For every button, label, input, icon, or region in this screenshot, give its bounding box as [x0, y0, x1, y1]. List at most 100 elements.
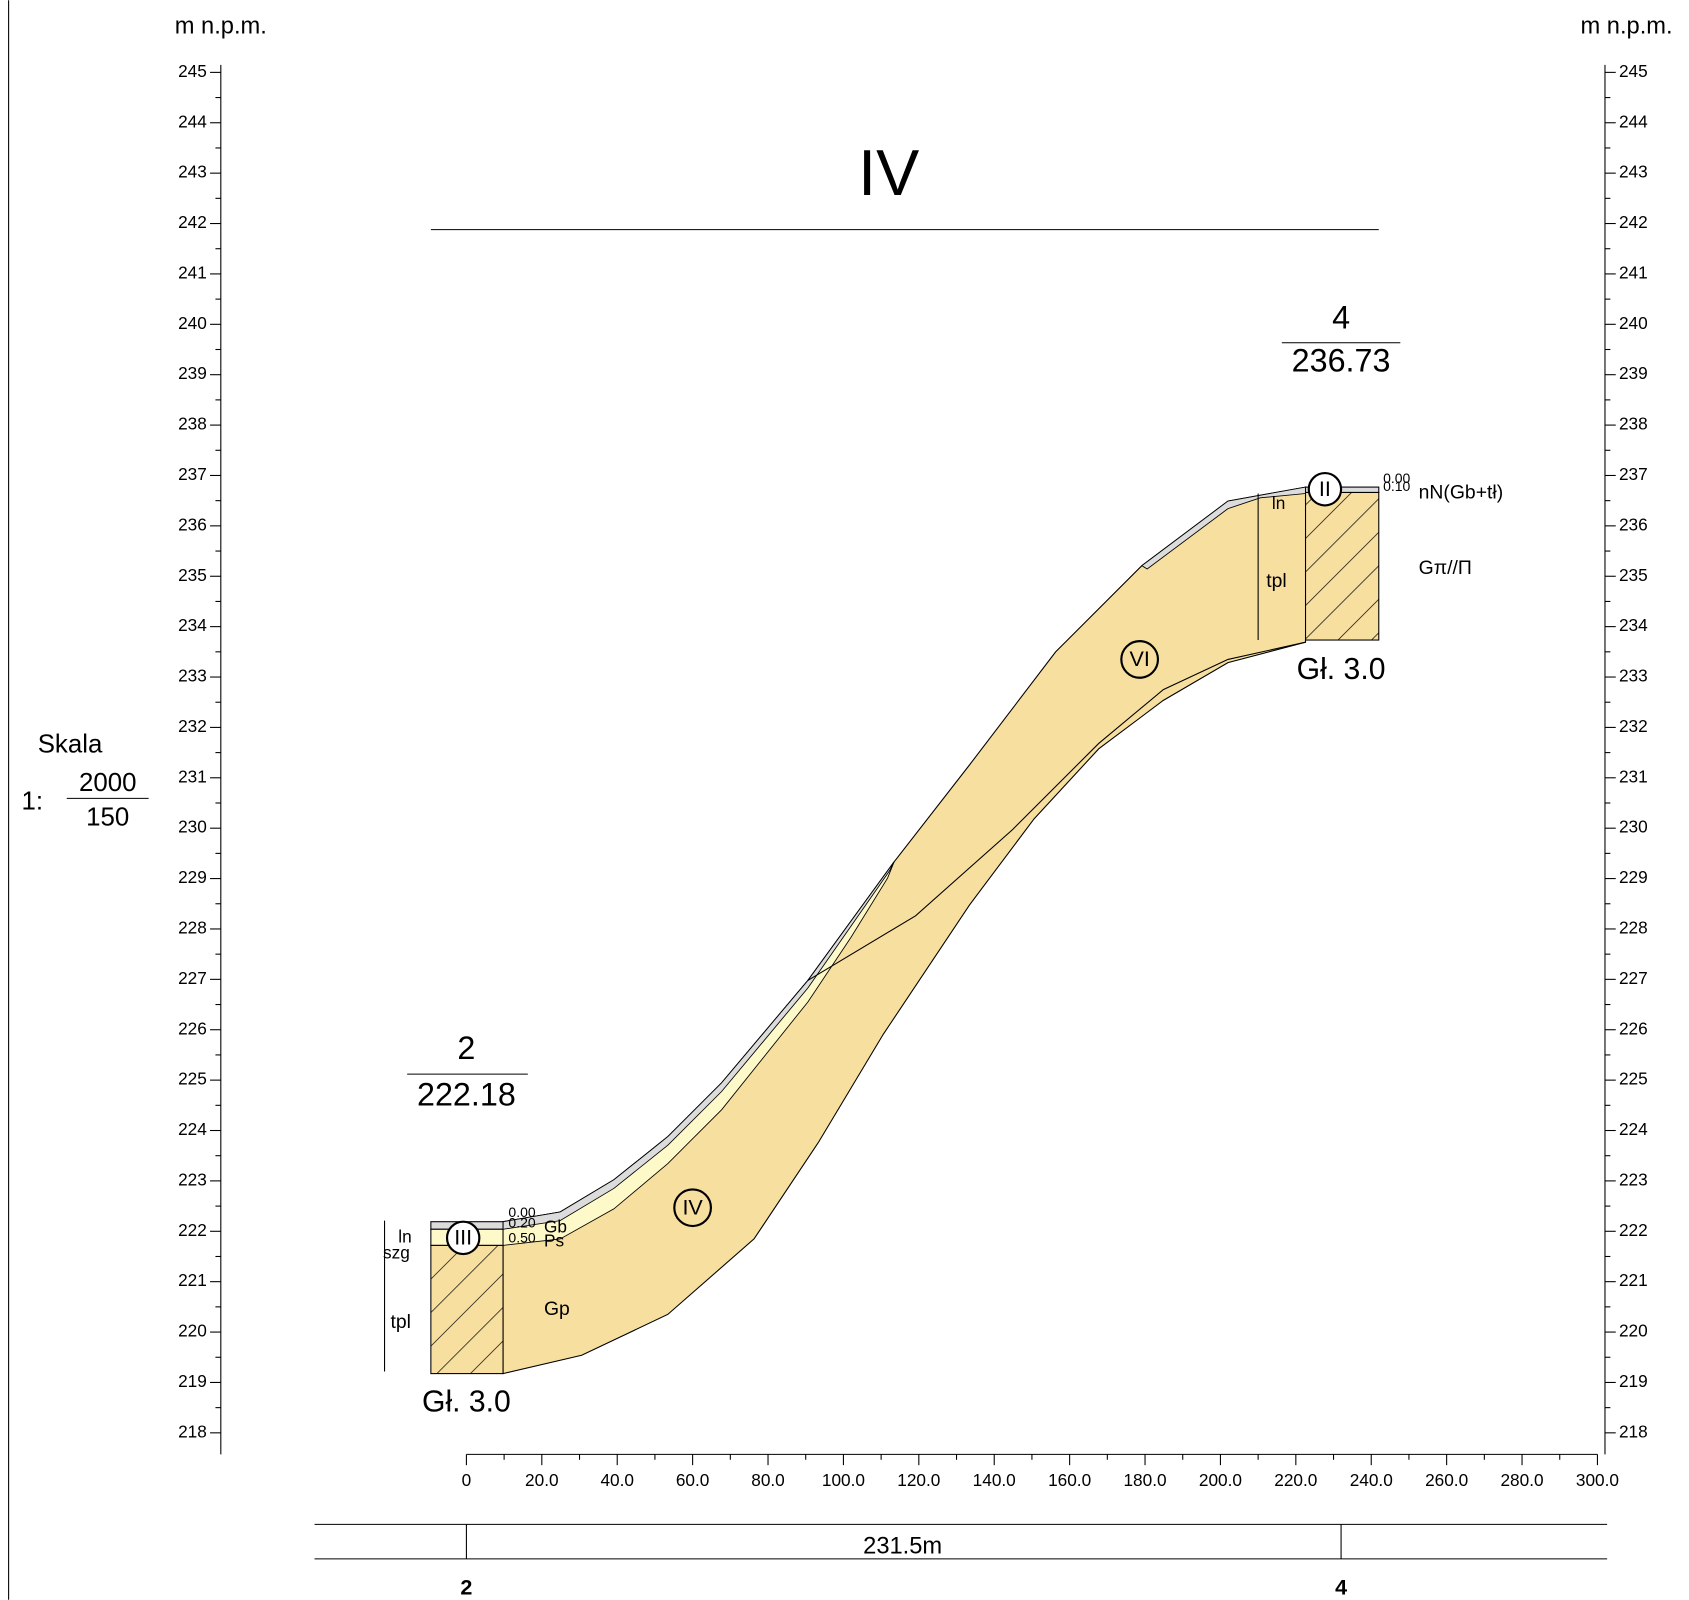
tick-label: 245 [1619, 61, 1648, 81]
tick-label: 236 [1619, 514, 1648, 534]
body: {"title": "IV", "axes": { "left": {"unit… [0, 0, 1689, 1600]
borehole-2-zone: III [454, 1226, 472, 1250]
tick-label: 242 [1619, 212, 1648, 232]
tick-label: 120.0 [897, 1470, 940, 1490]
borehole-4-zone: II [1319, 477, 1331, 501]
tick-label: 244 [178, 111, 207, 131]
tick-label: 220.0 [1274, 1470, 1317, 1490]
borehole-2-depth: Gł. 3.0 [422, 1386, 511, 1419]
tick-label: 219 [178, 1371, 207, 1391]
tick-label: 232 [1619, 716, 1648, 736]
tick-label: 226 [178, 1018, 207, 1038]
tick-label: 221 [1619, 1270, 1648, 1290]
tick-label: 241 [1619, 262, 1648, 282]
tick-label: 160.0 [1048, 1470, 1091, 1490]
tick-label: 232 [178, 716, 207, 736]
soil-label: nN(Gb+tł) [1419, 482, 1504, 504]
strata-label: ln [1272, 493, 1285, 513]
borehole-4-elevation: 236.73 [1292, 343, 1391, 379]
layer-gp [503, 487, 1305, 1374]
tick-label: 200.0 [1199, 1470, 1242, 1490]
tick-label: 235 [1619, 565, 1648, 585]
section-title: IV [858, 136, 919, 209]
tick-label: 80.0 [751, 1470, 785, 1490]
borehole-4-body [1306, 492, 1379, 640]
tick-label: 236 [178, 514, 207, 534]
tick-label: 219 [1619, 1371, 1648, 1391]
tick-label: 237 [1619, 464, 1648, 484]
tick-label: 280.0 [1500, 1470, 1543, 1490]
tick-label: 0 [462, 1470, 472, 1490]
section-length: 231.5m [863, 1533, 942, 1559]
tick-label: 238 [1619, 414, 1648, 434]
zone-label: VI [1129, 647, 1149, 671]
tick-label: 223 [178, 1169, 207, 1189]
soil-label: Gπ//Π [1419, 557, 1472, 579]
tick-label: 229 [1619, 867, 1648, 887]
tick-label: 241 [178, 262, 207, 282]
tick-label: 233 [1619, 666, 1648, 686]
scale-prefix: 1: [22, 788, 44, 816]
tick-label: 244 [1619, 111, 1648, 131]
tick-label: 229 [178, 867, 207, 887]
depth-label: 0.20 [508, 1215, 535, 1231]
page: html, body { margin: 0; padding: 0; back… [0, 0, 1689, 1600]
tick-label: 240 [178, 313, 207, 333]
tick-label: 227 [178, 968, 207, 988]
tick-label: 140.0 [973, 1470, 1016, 1490]
tick-label: 222 [1619, 1220, 1648, 1240]
tick-label: 224 [1619, 1119, 1648, 1139]
tick-label: 245 [178, 61, 207, 81]
zone-label: IV [682, 1195, 703, 1219]
tick-label: 260.0 [1425, 1470, 1468, 1490]
tick-label: 233 [178, 666, 207, 686]
tick-label: 243 [1619, 162, 1648, 182]
tick-label: 180.0 [1123, 1470, 1166, 1490]
tick-label: 240 [1619, 313, 1648, 333]
cross-section: m n.p.m. m n.p.m. IV Skala 1: 2000 150 I… [0, 0, 1689, 1600]
tick-label: 223 [1619, 1169, 1648, 1189]
scale-horizontal: 2000 [79, 769, 137, 797]
tick-label: 231 [1619, 766, 1648, 786]
scale-vertical: 150 [86, 804, 129, 832]
tick-label: 231 [178, 766, 207, 786]
strata-label: tpl [390, 1311, 410, 1333]
borehole-2-number: 2 [457, 1030, 475, 1066]
tick-label: 226 [1619, 1018, 1648, 1038]
tick-label: 225 [1619, 1069, 1648, 1089]
tick-label: 228 [1619, 918, 1648, 938]
tick-label: 218 [178, 1421, 207, 1441]
right-axis-unit: m n.p.m. [1580, 13, 1672, 39]
tick-label: 237 [178, 464, 207, 484]
tick-label: 20.0 [525, 1470, 559, 1490]
tick-label: 300.0 [1576, 1470, 1619, 1490]
tick-label: 227 [1619, 968, 1648, 988]
tick-label: 242 [178, 212, 207, 232]
scale-label: Skala [38, 730, 103, 758]
borehole-2-gp [431, 1245, 503, 1373]
section-end: 4 [1335, 1576, 1347, 1600]
strata-label: szg [383, 1243, 410, 1263]
tick-label: 40.0 [600, 1470, 634, 1490]
tick-label: 239 [178, 363, 207, 383]
soil-label: Gp [544, 1298, 570, 1320]
tick-label: 239 [1619, 363, 1648, 383]
tick-label: 238 [178, 414, 207, 434]
tick-label: 230 [1619, 817, 1648, 837]
tick-label: 222 [178, 1220, 207, 1240]
tick-label: 230 [178, 817, 207, 837]
tick-label: 234 [1619, 615, 1648, 635]
tick-label: 240.0 [1350, 1470, 1393, 1490]
tick-label: 243 [178, 162, 207, 182]
tick-label: 235 [178, 565, 207, 585]
borehole-4-depth: Gł. 3.0 [1297, 653, 1386, 686]
tick-label: 100.0 [822, 1470, 865, 1490]
tick-label: 60.0 [676, 1470, 710, 1490]
borehole-2-elevation: 222.18 [417, 1076, 516, 1112]
depth-label: 0.10 [1383, 478, 1410, 494]
depth-label: 0.50 [508, 1230, 535, 1246]
tick-label: 224 [178, 1119, 207, 1139]
section-start: 2 [460, 1576, 472, 1600]
left-axis-unit: m n.p.m. [175, 13, 267, 39]
strata-label: tpl [1266, 570, 1286, 592]
